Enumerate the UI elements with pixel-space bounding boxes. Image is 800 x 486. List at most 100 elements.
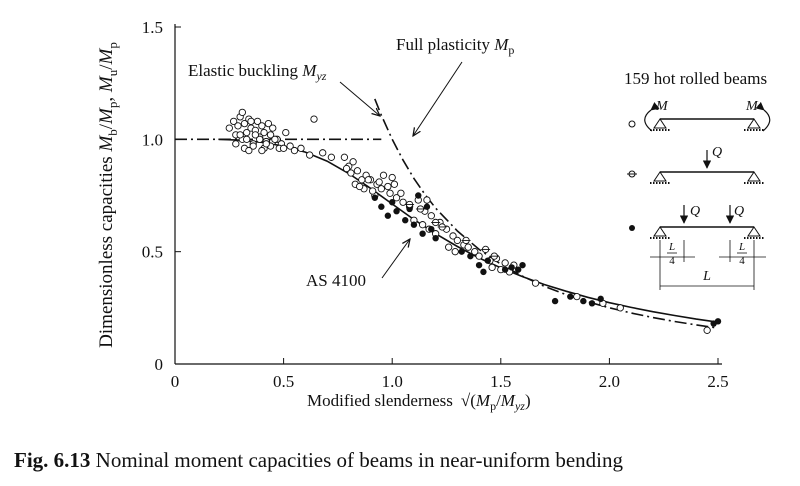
quarter-right-num: L bbox=[738, 241, 745, 253]
data-point-open bbox=[390, 180, 399, 188]
as4100-label: AS 4100 bbox=[306, 271, 366, 290]
data-point-filled bbox=[501, 266, 509, 273]
caption-text: Nominal moment capacities of beams in ne… bbox=[90, 448, 624, 472]
legend-marker-open bbox=[628, 120, 636, 128]
caption-label: Fig. 6.13 bbox=[14, 448, 91, 472]
data-point-open bbox=[369, 187, 377, 195]
moment-arrow-left bbox=[644, 102, 660, 132]
data-point-open bbox=[616, 304, 624, 312]
data-point-open bbox=[471, 248, 479, 256]
full-plasticity-pointer bbox=[413, 61, 463, 136]
data-point-open bbox=[247, 117, 255, 126]
x-axis-label: Modified slenderness √(Mp/Myz) bbox=[307, 391, 531, 413]
data-point-filled bbox=[393, 208, 400, 215]
quarter-right-den: 4 bbox=[739, 255, 745, 267]
data-point-open bbox=[258, 122, 266, 130]
y-tick-label: 1.5 bbox=[142, 18, 163, 37]
data-point-open bbox=[423, 196, 431, 204]
data-point-open bbox=[279, 144, 288, 152]
data-point-open bbox=[245, 146, 253, 155]
support-left-3 bbox=[653, 226, 667, 237]
data-point-filled bbox=[475, 261, 483, 269]
data-point-open bbox=[388, 173, 396, 182]
data-point-open bbox=[377, 185, 385, 193]
data-point-filled bbox=[458, 248, 465, 255]
data-point-open bbox=[475, 252, 483, 260]
x-tick-label: 2.0 bbox=[599, 372, 620, 391]
data-point-open bbox=[290, 146, 299, 155]
data-point-open bbox=[453, 236, 462, 245]
chart: 0 0.5 1.0 1.5 2.0 2.5 0 0.5 1.0 1.5 Dimensionless… bbox=[96, 18, 771, 413]
data-point-filled bbox=[484, 257, 491, 264]
data-point-open bbox=[243, 135, 251, 143]
data-point-open bbox=[340, 153, 349, 161]
data-point-open bbox=[392, 194, 401, 202]
data-point-open bbox=[349, 158, 357, 166]
y-axis-label: Dimensionless capacities Mb/Mp, Mu/Mp bbox=[96, 42, 120, 348]
data-point-open bbox=[269, 124, 277, 132]
data-point-open bbox=[379, 171, 388, 179]
data-point-filled bbox=[415, 192, 422, 199]
full-plasticity-label: Full plasticity Mp bbox=[396, 35, 514, 57]
data-point-filled bbox=[402, 217, 409, 224]
data-point-open bbox=[342, 164, 351, 173]
data-point-open bbox=[262, 140, 270, 148]
data-point-open bbox=[236, 131, 244, 139]
data-point-filled bbox=[567, 293, 574, 300]
y-tick-label: 0 bbox=[155, 355, 164, 374]
support-left-2 bbox=[653, 171, 667, 182]
data-point-filled bbox=[378, 203, 385, 210]
data-point-open bbox=[488, 263, 496, 272]
elastic-buckling-pointer bbox=[339, 81, 380, 116]
data-point-open bbox=[232, 140, 240, 148]
data-point-filled bbox=[428, 226, 435, 233]
data-point-open bbox=[256, 135, 264, 143]
data-point-open bbox=[347, 169, 355, 177]
support-right-3 bbox=[747, 226, 761, 237]
data-point-open bbox=[266, 131, 275, 139]
data-point-open bbox=[531, 279, 540, 287]
data-point-open bbox=[327, 153, 336, 161]
data-point-open bbox=[258, 146, 266, 155]
data-point-filled bbox=[384, 212, 392, 219]
data-point-open bbox=[229, 117, 238, 126]
moment-arrow-right bbox=[755, 101, 771, 132]
data-point-filled bbox=[480, 268, 487, 276]
data-point-open bbox=[297, 144, 305, 152]
data-point-open bbox=[251, 131, 260, 139]
data-point-filled bbox=[597, 295, 604, 303]
data-point-open bbox=[310, 115, 318, 123]
as4100-pointer bbox=[381, 239, 410, 279]
data-point-filled bbox=[508, 264, 515, 271]
support-right-1 bbox=[747, 118, 761, 129]
quarter-left-den: 4 bbox=[669, 255, 675, 267]
data-point-open bbox=[573, 292, 581, 301]
data-point-open bbox=[234, 122, 242, 130]
data-point-open bbox=[449, 232, 457, 240]
x-tick-label: 0 bbox=[171, 372, 180, 391]
data-point-open bbox=[464, 243, 472, 251]
data-point-open bbox=[271, 135, 279, 143]
data-point-filled bbox=[389, 199, 396, 206]
load-label-1: Q bbox=[712, 145, 722, 160]
legend-marker-filled bbox=[629, 225, 635, 231]
data-point-filled bbox=[371, 194, 379, 201]
x-tick-label: 1.5 bbox=[490, 372, 511, 391]
data-points bbox=[225, 108, 722, 334]
data-point-filled bbox=[419, 230, 426, 237]
data-point-filled bbox=[588, 300, 596, 307]
data-point-filled bbox=[519, 261, 526, 269]
figure-caption: Fig. 6.13 Nominal moment capacities of b… bbox=[14, 448, 623, 473]
support-right-2 bbox=[747, 171, 761, 182]
data-point-open bbox=[386, 189, 394, 197]
y-tick-label: 1.0 bbox=[142, 130, 163, 149]
moment-left-label: M bbox=[655, 99, 669, 114]
data-point-open bbox=[427, 212, 435, 220]
quarter-left-num: L bbox=[668, 241, 675, 253]
x-tick-label: 1.0 bbox=[382, 372, 403, 391]
data-point-open bbox=[364, 176, 372, 184]
span-label: L bbox=[702, 269, 711, 284]
data-point-open bbox=[260, 128, 268, 137]
data-point-open bbox=[225, 124, 233, 132]
data-point-open bbox=[238, 108, 246, 117]
